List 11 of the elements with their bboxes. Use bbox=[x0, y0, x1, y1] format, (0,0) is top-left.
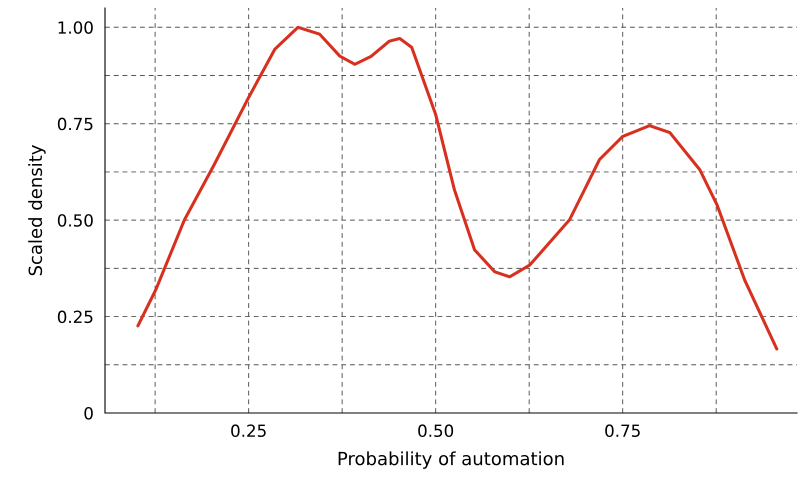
x-axis-title: Probability of automation bbox=[338, 451, 564, 469]
y-tick-label: 0.25 bbox=[58, 310, 92, 324]
line-series bbox=[136, 26, 778, 350]
y-axis-title: Scaled density bbox=[28, 145, 46, 276]
y-tick-label: 0.50 bbox=[58, 214, 93, 227]
x-tick-label: 0.75 bbox=[605, 424, 640, 438]
y-tick-label: 0 bbox=[84, 406, 93, 420]
y-tick-label: 1.00 bbox=[58, 21, 93, 34]
y-tick-label: 0.75 bbox=[58, 118, 92, 130]
x-tick-label: 0.50 bbox=[418, 424, 454, 438]
x-tick-label: 0.25 bbox=[231, 424, 266, 438]
